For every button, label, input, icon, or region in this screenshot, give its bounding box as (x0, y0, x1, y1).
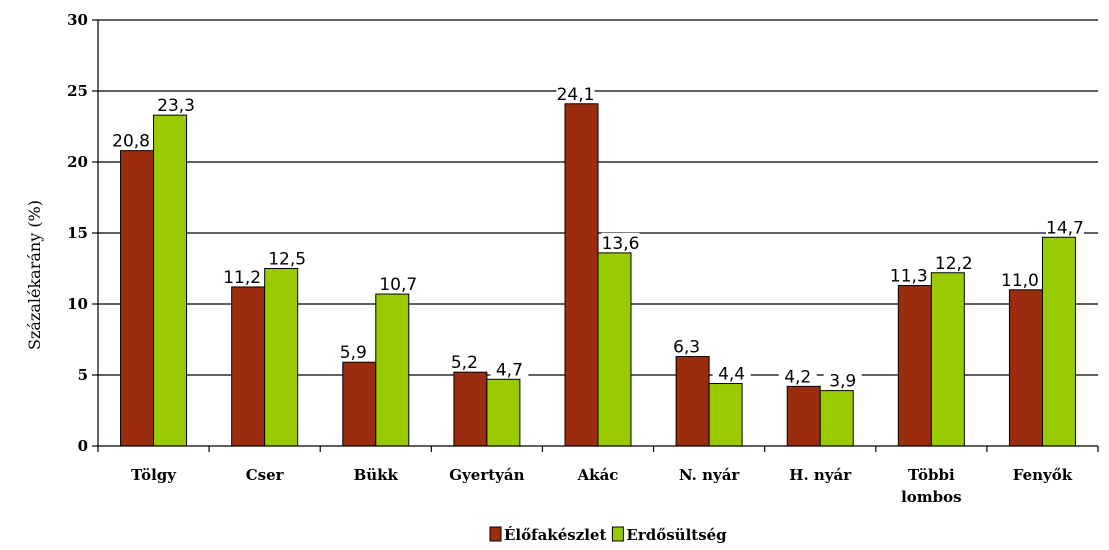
data-label-Élőfakészlet-4: 24,1 (557, 85, 595, 105)
axes: 0 5 10 15 20 25 30 Tölgy Cser Bükk Gyertyán Akác N. … (67, 11, 1099, 506)
bar-Erdősültség-2 (375, 293, 410, 447)
bar-Élőfakészlet-6 (786, 385, 821, 447)
bar-Erdősültség-3 (486, 378, 521, 447)
data-label-bg-Élőfakészlet-0 (112, 130, 151, 149)
y-tick-label-30: 30 (67, 11, 88, 29)
bar-Élőfakészlet-8 (1008, 289, 1043, 447)
data-label-bg-Élőfakészlet-6 (778, 366, 817, 385)
bars (120, 103, 1076, 447)
data-label-bg-Élőfakészlet-4 (556, 83, 595, 102)
data-label-Élőfakészlet-3: 5,2 (451, 353, 478, 373)
y-tick-label-0: 0 (78, 437, 88, 455)
category-label-1-0: Cser (246, 466, 285, 484)
data-label-bg-Erdősültség-5 (712, 363, 751, 382)
data-label-Élőfakészlet-1: 11,2 (223, 268, 261, 288)
data-label-Élőfakészlet-6: 4,2 (784, 367, 811, 387)
data-label-Élőfakészlet-2: 5,9 (340, 343, 367, 363)
data-label-bg-Erdősültség-6 (823, 370, 862, 389)
category-label-6-0: H. nyár (789, 466, 852, 484)
y-tick-label-15: 15 (67, 224, 88, 242)
y-tick-label-10: 10 (67, 295, 88, 313)
data-label-bg-Erdősültség-1 (268, 248, 307, 267)
bar-Élőfakészlet-1 (231, 286, 266, 447)
data-label-Erdősültség-7: 12,2 (935, 254, 973, 274)
category-label-4-0: Akác (577, 466, 619, 484)
data-label-Élőfakészlet-8: 11,0 (1001, 271, 1039, 291)
y-axis-title: Százalékarány (%) (25, 200, 44, 350)
data-label-Erdősültség-8: 14,7 (1046, 218, 1084, 238)
category-label-5-0: N. nyár (679, 466, 741, 484)
bar-Erdősültség-1 (264, 268, 299, 447)
bar-Erdősültség-7 (930, 272, 965, 447)
data-label-Erdősültség-4: 13,6 (602, 234, 640, 254)
data-label-Erdősültség-2: 10,7 (379, 275, 417, 295)
bar-Erdősültség-5 (708, 383, 743, 447)
legend-swatch-1 (611, 526, 624, 542)
data-label-bg-Élőfakészlet-2 (334, 342, 373, 361)
bar-Élőfakészlet-3 (453, 371, 488, 447)
bar-Erdősültség-8 (1041, 236, 1076, 447)
legend-label-0: Élőfakészlet (504, 526, 606, 544)
category-label-8-0: Fenyők (1013, 466, 1073, 484)
data-label-bg-Erdősültség-2 (379, 274, 418, 293)
data-label-bg-Erdősültség-3 (490, 359, 529, 378)
data-label-bg-Élőfakészlet-5 (667, 336, 706, 355)
bar-Erdősültség-0 (153, 114, 188, 447)
data-label-Erdősültség-0: 23,3 (157, 96, 195, 116)
data-labels: 20,8 23,3 11,2 12,5 5,9 10,7 5,2 4,7 24,1 13,6 6,3… (112, 83, 1084, 392)
data-label-bg-Erdősültség-8 (1045, 217, 1084, 236)
data-label-Erdősültség-6: 3,9 (829, 372, 856, 392)
data-label-bg-Élőfakészlet-7 (889, 265, 928, 284)
category-label-3-0: Gyertyán (449, 466, 524, 484)
bar-Erdősültség-4 (597, 252, 632, 447)
data-label-Élőfakészlet-7: 11,3 (890, 267, 928, 287)
data-label-bg-Élőfakészlet-8 (1000, 269, 1039, 288)
data-label-Erdősültség-5: 4,4 (718, 365, 745, 385)
data-label-Erdősültség-3: 4,7 (496, 360, 523, 380)
bar-Élőfakészlet-7 (897, 285, 932, 447)
data-label-bg-Erdősültség-4 (601, 232, 640, 251)
bar-Élőfakészlet-5 (675, 356, 710, 447)
category-label-7-1: lombos (901, 488, 962, 506)
bar-Erdősültség-6 (819, 390, 854, 447)
data-label-bg-Élőfakészlet-1 (223, 266, 262, 285)
data-label-Élőfakészlet-5: 6,3 (673, 338, 700, 358)
data-label-bg-Élőfakészlet-3 (445, 352, 484, 371)
y-tick-label-25: 25 (67, 82, 88, 100)
legend-label-1: Erdősültség (626, 526, 727, 544)
y-tick-label-20: 20 (67, 153, 88, 171)
category-label-7-0: Többi (908, 466, 955, 484)
data-label-Erdősültség-1: 12,5 (268, 250, 306, 270)
y-tick-label-5: 5 (78, 366, 88, 384)
category-label-0-0: Tölgy (131, 466, 177, 484)
legend: Élőfakészlet Erdősültség (489, 526, 727, 544)
data-label-bg-Erdősültség-7 (934, 252, 973, 271)
category-label-2-0: Bükk (354, 466, 399, 484)
bar-Élőfakészlet-4 (564, 103, 599, 447)
bar-Élőfakészlet-0 (120, 150, 155, 447)
bar-Élőfakészlet-2 (342, 361, 377, 447)
legend-swatch-0 (489, 526, 502, 542)
data-label-bg-Erdősültség-0 (157, 95, 196, 114)
data-label-Élőfakészlet-0: 20,8 (112, 132, 150, 152)
